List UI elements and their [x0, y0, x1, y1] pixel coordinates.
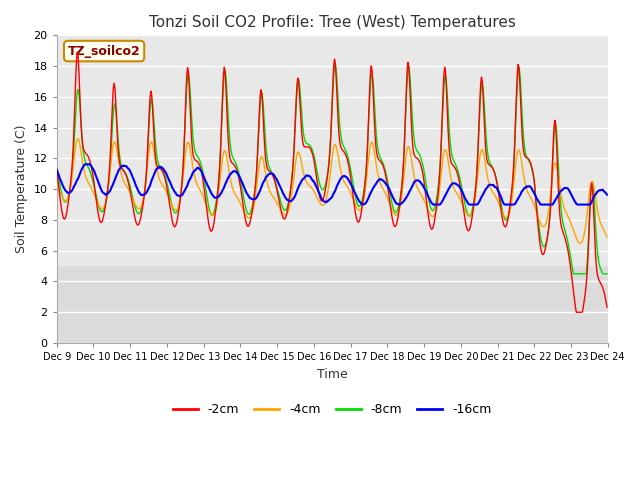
- Title: Tonzi Soil CO2 Profile: Tree (West) Temperatures: Tonzi Soil CO2 Profile: Tree (West) Temp…: [148, 15, 516, 30]
- Bar: [57, 266, 608, 343]
- Legend: -2cm, -4cm, -8cm, -16cm: -2cm, -4cm, -8cm, -16cm: [168, 398, 497, 421]
- Text: TZ_soilco2: TZ_soilco2: [68, 45, 140, 58]
- Y-axis label: Soil Temperature (C): Soil Temperature (C): [15, 125, 28, 253]
- X-axis label: Time: Time: [317, 368, 348, 381]
